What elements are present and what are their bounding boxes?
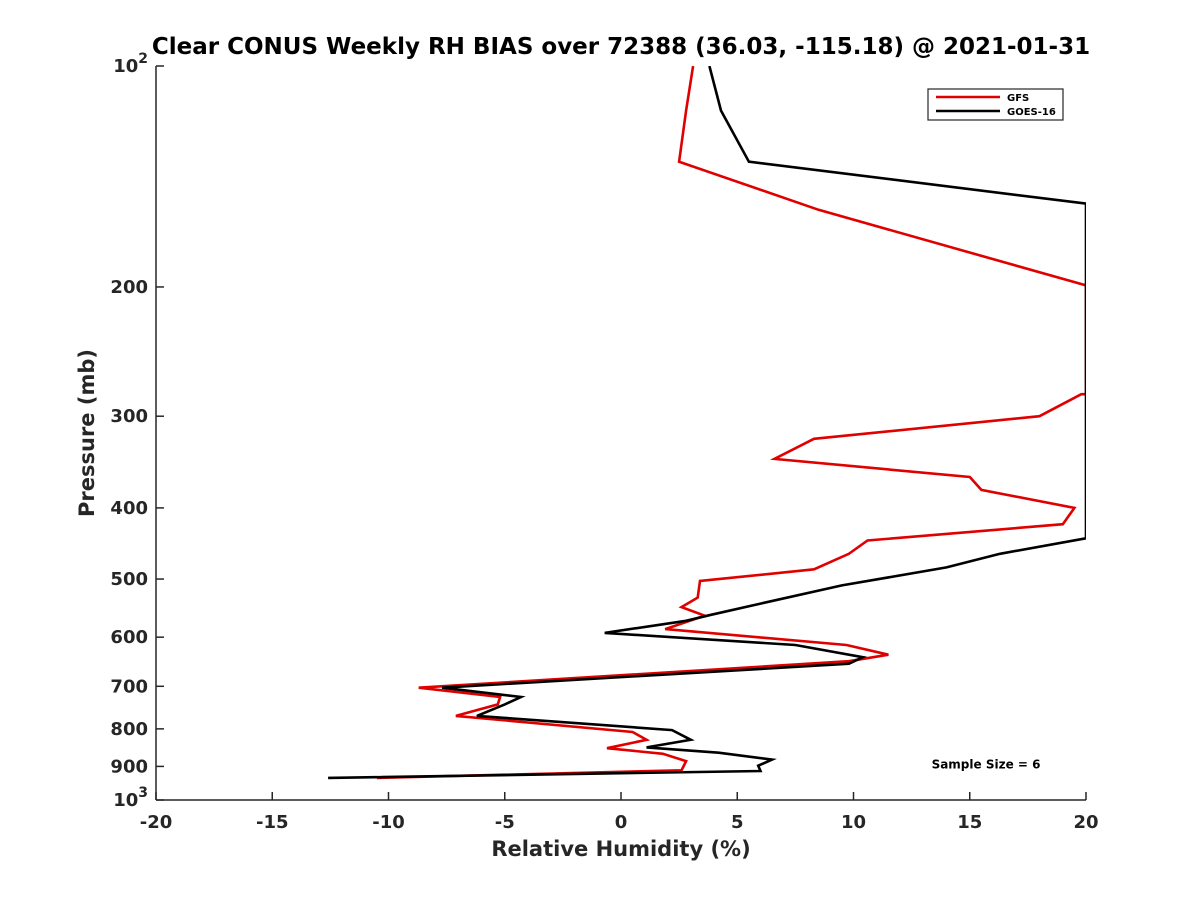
x-tick-label: -5 [495, 812, 515, 833]
y-tick-label: 500 [110, 569, 148, 590]
x-tick-label: -15 [256, 812, 289, 833]
x-tick-label: 10 [841, 812, 866, 833]
legend-label-goes16: GOES-16 [1007, 107, 1056, 118]
y-ticks: 102 200 300 400 500 600 700 800 900 103 [110, 51, 164, 811]
y-tick-label: 103 [113, 785, 148, 811]
series-layer [328, 66, 1086, 780]
series-line-gfs [376, 66, 1086, 780]
y-axis-label: Pressure (mb) [75, 349, 99, 517]
legend-label-gfs: GFS [1007, 93, 1029, 104]
legend-box [927, 88, 1064, 121]
y-tick-label: 600 [110, 627, 148, 648]
y-tick-label: 300 [110, 406, 148, 427]
x-tick-label: -20 [140, 812, 173, 833]
y-tick-label: 200 [110, 277, 148, 298]
x-tick-label: 20 [1073, 812, 1098, 833]
y-tick-label: 102 [113, 51, 148, 77]
y-tick-label: 900 [110, 756, 148, 777]
y-tick-label: 400 [110, 498, 148, 519]
sample-size-annotation: Sample Size = 6 [932, 757, 1041, 771]
y-tick-label: 800 [110, 719, 148, 740]
x-tick-label: 5 [731, 812, 744, 833]
legend: GFS GOES-16 [927, 88, 1064, 121]
x-ticks: -20 -15 -10 -5 0 5 10 15 20 [140, 792, 1099, 833]
y-tick-label: 700 [110, 676, 148, 697]
series-line-goes16 [328, 66, 1086, 780]
x-tick-label: 0 [615, 812, 628, 833]
x-tick-label: 15 [957, 812, 982, 833]
x-axis-label: Relative Humidity (%) [491, 837, 750, 861]
x-tick-label: -10 [372, 812, 405, 833]
chart-title: Clear CONUS Weekly RH BIAS over 72388 (3… [152, 34, 1090, 60]
